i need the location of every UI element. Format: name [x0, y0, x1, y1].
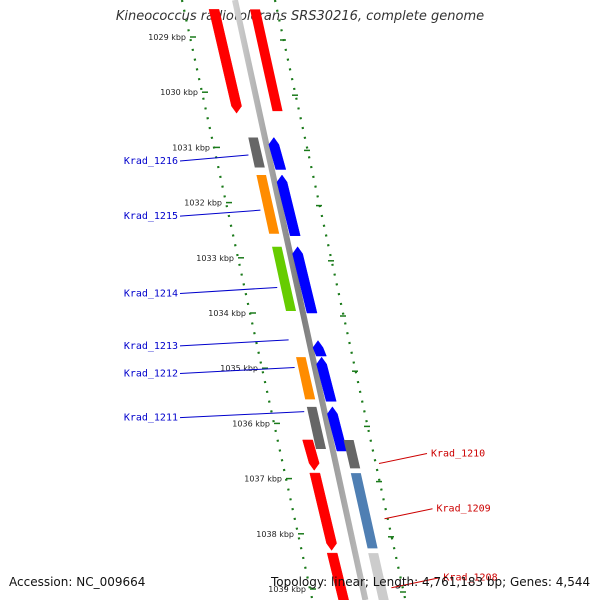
gene-label-krad_1211: Krad_1211 — [124, 411, 305, 424]
tick-label: 1033 kbp — [196, 254, 234, 263]
cog-category-bar — [350, 473, 378, 549]
gene-label-krad_1216: Krad_1216 — [124, 154, 249, 167]
label-leader-line — [391, 577, 440, 589]
forward-gene-arrow — [268, 137, 287, 170]
forward-gene-arrow — [292, 246, 318, 314]
gene-10 — [326, 552, 389, 600]
cog-category-bar — [249, 9, 283, 112]
gene-label-krad_1213: Krad_1213 — [124, 339, 289, 352]
reverse-gene-arrow — [208, 9, 242, 114]
tick-label: 1031 kbp — [172, 143, 210, 152]
forward-gene-arrow — [312, 340, 327, 357]
reverse-gene-arrow — [302, 439, 320, 471]
gene-label-krad_1210: Krad_1210 — [378, 449, 485, 465]
label-leader-line — [179, 366, 295, 374]
scale-tick: 1034 kbp — [208, 309, 347, 318]
gene-2 — [248, 137, 287, 170]
gene-3 — [256, 174, 301, 236]
cog-category-bar — [256, 175, 280, 234]
right-guide-line — [273, 0, 407, 600]
tick-label: 1034 kbp — [208, 309, 246, 318]
tick-label: 1035 kbp — [220, 364, 258, 373]
cog-category-bar — [306, 406, 327, 449]
gene-7 — [306, 406, 348, 452]
cog-category-bar — [368, 553, 389, 600]
tick-label: 1036 kbp — [232, 419, 270, 428]
gene-label-text: Krad_1216 — [124, 156, 178, 167]
forward-gene-arrow — [276, 174, 301, 236]
tick-label: 1030 kbp — [160, 88, 198, 97]
label-leader-line — [179, 154, 249, 162]
gene-label-text: Krad_1210 — [431, 449, 485, 460]
gene-label-text: Krad_1212 — [124, 368, 178, 379]
cog-category-bar — [272, 246, 297, 311]
scale-tick: 1032 kbp — [184, 199, 323, 208]
cog-category-bar — [296, 357, 316, 400]
reverse-gene-arrow — [309, 472, 337, 551]
forward-gene-arrow — [316, 356, 337, 402]
label-leader-line — [384, 508, 433, 520]
scale-tick: 1035 kbp — [220, 364, 359, 373]
gene-label-text: Krad_1214 — [124, 288, 178, 299]
scale-tick: 1030 kbp — [160, 88, 299, 97]
label-leader-line — [179, 411, 305, 419]
gene-label-krad_1209: Krad_1209 — [384, 504, 491, 520]
gene-label-text: Krad_1213 — [124, 341, 178, 352]
scale-tick: 1033 kbp — [196, 254, 335, 263]
cog-category-bar — [248, 137, 265, 168]
gene-4 — [272, 246, 318, 314]
gene-label-text: Krad_1209 — [437, 504, 491, 515]
accession-label: Accession: NC_009664 — [9, 575, 146, 589]
gene-label-text: Krad_1211 — [124, 413, 178, 424]
tick-label: 1038 kbp — [256, 530, 294, 539]
forward-gene-arrow — [327, 406, 348, 452]
gene-6 — [296, 356, 337, 402]
label-leader-line — [179, 209, 261, 217]
scale-tick: 1031 kbp — [172, 143, 311, 152]
gene-label-krad_1214: Krad_1214 — [124, 286, 278, 299]
tick-label: 1032 kbp — [184, 199, 222, 208]
gene-label-text: Krad_1208 — [443, 573, 497, 584]
scale-tick: 1039 kbp — [268, 585, 407, 594]
label-leader-line — [179, 339, 289, 347]
scale-tick: 1037 kbp — [244, 475, 383, 484]
gene-label-text: Krad_1215 — [124, 211, 178, 222]
tick-label: 1029 kbp — [148, 33, 186, 42]
scale-tick: 1038 kbp — [256, 530, 395, 539]
label-leader-line — [378, 453, 428, 465]
left-guide-line — [180, 0, 314, 600]
gene-8 — [302, 439, 361, 471]
gene-label-krad_1212: Krad_1212 — [124, 366, 295, 379]
gene-label-krad_1208: Krad_1208 — [391, 573, 498, 589]
gene-1 — [208, 9, 283, 114]
label-leader-line — [179, 286, 278, 294]
genome-backbone — [232, 0, 369, 600]
topology-label: Topology: linear; Length: 4,761,183 bp; … — [271, 575, 591, 589]
gene-9 — [309, 472, 378, 551]
gene-5 — [312, 340, 327, 357]
tick-label: 1037 kbp — [244, 475, 282, 484]
tick-label: 1039 kbp — [268, 585, 306, 594]
gene-label-krad_1215: Krad_1215 — [124, 209, 261, 222]
scale-tick: 1029 kbp — [148, 33, 286, 42]
reverse-gene-arrow — [326, 552, 349, 600]
scale-tick: 1036 kbp — [232, 419, 371, 428]
map-title: Kineococcus radiotolerans SRS30216, comp… — [115, 9, 485, 24]
cog-category-bar — [343, 439, 361, 469]
